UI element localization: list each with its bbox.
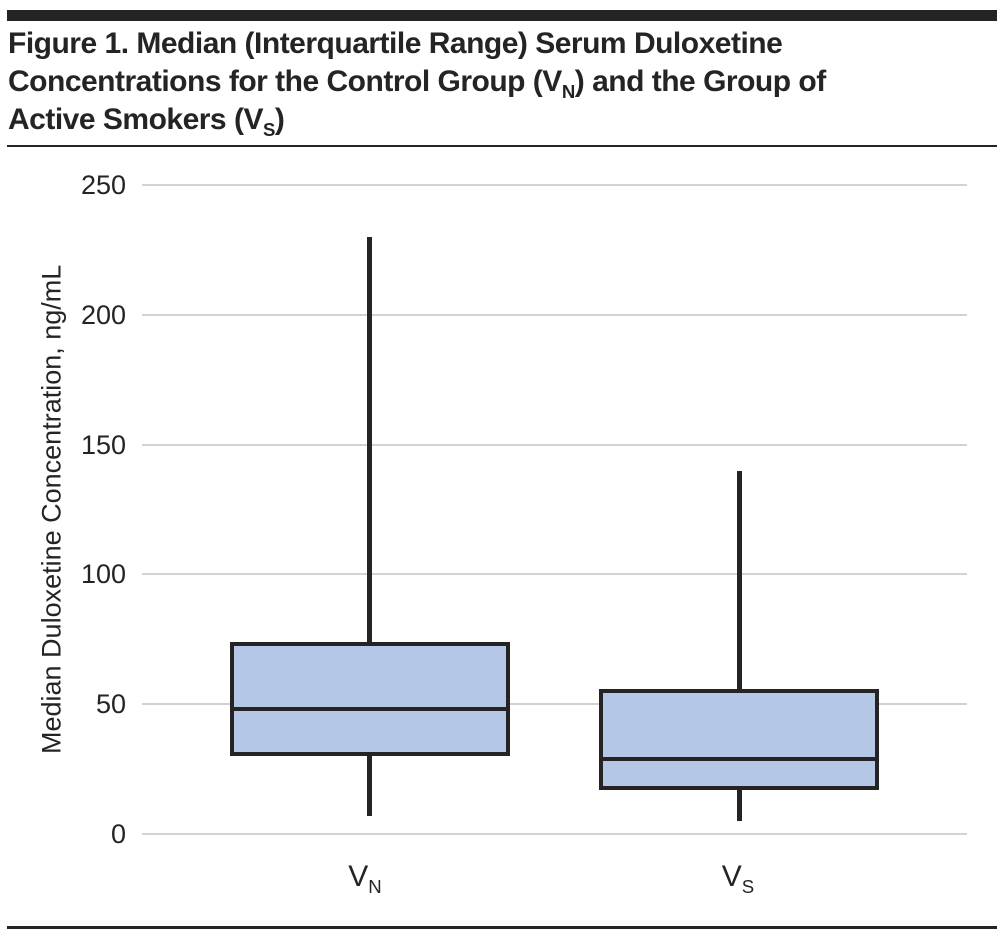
figure-title-line-3: Active Smokers (VS): [8, 103, 285, 140]
gridline-100: [142, 573, 967, 576]
bottom-rule: [7, 926, 997, 929]
gridline-0: [142, 833, 967, 835]
gridline-250: [142, 184, 967, 186]
x-tick-label-vn: VN: [348, 860, 382, 897]
y-tick-label-250: 250: [80, 170, 126, 200]
gridline-150: [142, 443, 967, 446]
iqr-box-vs: [599, 688, 880, 790]
figure-title-line-2: Concentrations for the Control Group (VN…: [8, 65, 826, 102]
figure-title-line-1: Figure 1. Median (Interquartile Range) S…: [8, 27, 783, 60]
y-tick-label-100: 100: [80, 559, 126, 590]
whisker-vs: [736, 470, 742, 821]
subscript-n: N: [561, 81, 575, 102]
y-tick-label-200: 200: [80, 299, 126, 330]
y-axis-tick-labels: 250 200 150 100 50 0: [0, 170, 126, 849]
subscript-s: S: [741, 876, 755, 897]
y-tick-label-0: 0: [110, 819, 126, 849]
plot-area: [142, 184, 967, 835]
y-tick-label-150: 150: [80, 429, 126, 460]
top-rule-thick: [7, 10, 997, 21]
iqr-box-vn: [229, 641, 510, 757]
y-tick-label-50: 50: [95, 689, 126, 720]
title-divider-rule: [7, 145, 997, 147]
median-line-vs: [599, 756, 880, 761]
median-line-vn: [229, 707, 510, 712]
subscript-n: N: [368, 876, 382, 897]
subscript-s: S: [262, 119, 275, 140]
x-tick-label-vs: VS: [721, 860, 755, 897]
figure-title: Figure 1. Median (Interquartile Range) S…: [8, 25, 998, 139]
gridline-50: [142, 703, 967, 706]
whisker-vn: [367, 236, 373, 816]
gridline-200: [142, 313, 967, 316]
